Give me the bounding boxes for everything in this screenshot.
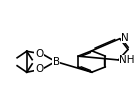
Text: B: B	[53, 57, 60, 67]
Text: NH: NH	[119, 55, 135, 65]
Text: N: N	[122, 33, 129, 43]
Text: O: O	[35, 49, 43, 59]
Text: O: O	[35, 64, 43, 74]
